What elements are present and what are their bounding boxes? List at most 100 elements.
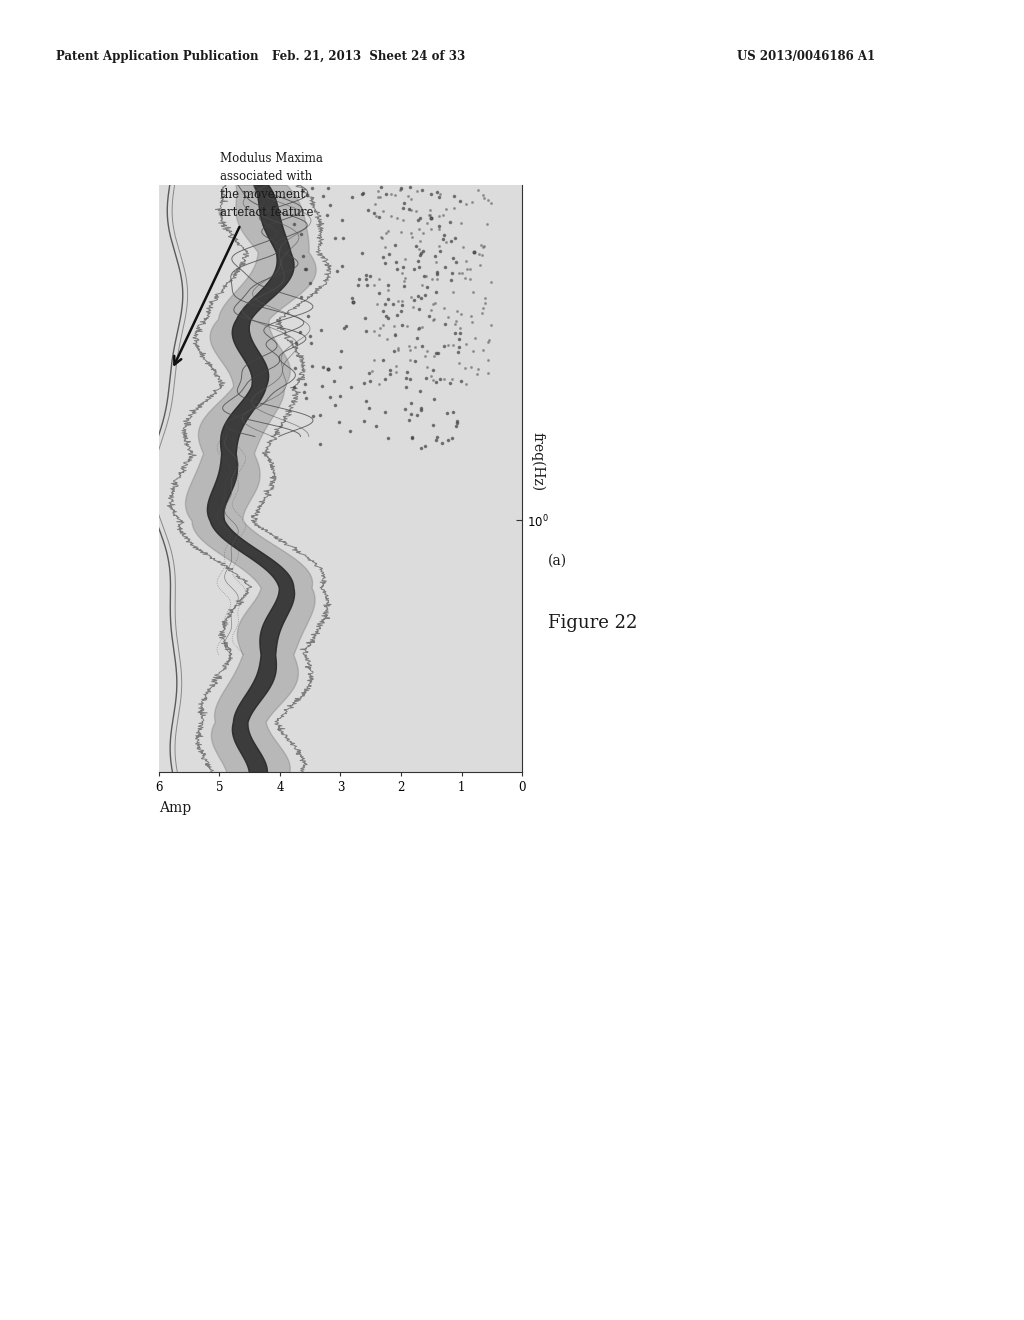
Point <box>323 194 339 215</box>
Point <box>300 305 316 326</box>
Point <box>327 395 343 416</box>
Point <box>404 296 421 317</box>
Point <box>414 315 430 337</box>
Point <box>475 187 492 209</box>
Point <box>422 199 438 220</box>
Point <box>315 186 332 207</box>
Point <box>410 318 426 339</box>
Point <box>332 385 348 407</box>
Point <box>477 293 494 314</box>
Point <box>423 218 439 239</box>
Point <box>430 206 446 227</box>
Point <box>410 285 426 306</box>
Point <box>388 251 404 272</box>
Point <box>469 363 485 384</box>
Point <box>419 277 435 298</box>
Point <box>449 301 465 322</box>
Point <box>403 426 420 447</box>
Point <box>302 333 318 354</box>
Point <box>390 339 407 360</box>
Point <box>452 263 468 284</box>
Point <box>377 293 393 314</box>
Point <box>403 426 420 447</box>
Point <box>395 256 412 277</box>
Point <box>406 259 422 280</box>
Point <box>396 193 413 214</box>
Point <box>409 235 425 256</box>
Point <box>334 210 350 231</box>
Point <box>437 198 454 219</box>
Point <box>371 374 387 395</box>
Point <box>315 356 332 378</box>
Point <box>407 350 423 371</box>
Point <box>368 194 384 215</box>
Point <box>414 275 430 296</box>
Point <box>433 433 450 454</box>
Point <box>426 346 442 367</box>
Point <box>377 401 393 422</box>
Point <box>396 268 413 289</box>
Point <box>428 429 444 450</box>
Point <box>413 397 429 418</box>
Point <box>361 371 378 392</box>
Point <box>397 399 414 420</box>
Point <box>377 368 393 389</box>
Point <box>416 223 432 244</box>
Point <box>380 220 396 242</box>
Point <box>371 325 387 346</box>
Point <box>414 180 430 201</box>
Point <box>328 228 344 249</box>
Point <box>344 288 360 309</box>
Point <box>439 403 456 424</box>
Point <box>410 181 426 202</box>
Point <box>428 281 444 302</box>
Point <box>372 317 388 338</box>
Point <box>474 302 490 323</box>
Point <box>377 252 393 273</box>
Point <box>479 214 496 235</box>
Point <box>388 305 404 326</box>
Point <box>410 251 426 272</box>
Point <box>353 242 370 263</box>
Point <box>400 409 417 430</box>
Point <box>462 268 478 289</box>
Point <box>367 275 383 296</box>
Point <box>459 259 475 280</box>
Point <box>332 356 348 378</box>
Point <box>426 388 442 409</box>
Point <box>453 304 469 325</box>
Point <box>452 317 468 338</box>
Point <box>453 213 469 234</box>
Point <box>467 327 483 348</box>
Point <box>427 292 443 313</box>
Point <box>444 334 461 355</box>
Point <box>470 180 486 201</box>
Point <box>389 259 406 280</box>
Point <box>373 226 389 247</box>
Point <box>447 416 464 437</box>
Point <box>321 359 337 380</box>
Point <box>443 426 460 447</box>
Point <box>447 251 464 272</box>
Point <box>421 205 437 226</box>
Point <box>423 207 439 228</box>
Point <box>454 263 470 284</box>
Point <box>342 376 358 397</box>
Point <box>402 199 419 220</box>
Point <box>431 183 447 205</box>
Point <box>304 405 321 426</box>
Point <box>452 323 468 345</box>
Point <box>399 186 416 207</box>
Point <box>387 325 403 346</box>
Point <box>361 397 378 418</box>
Point <box>458 193 474 214</box>
Point <box>424 269 440 290</box>
Point <box>475 236 492 257</box>
Point <box>427 246 443 267</box>
Point <box>393 263 410 284</box>
Point <box>425 359 441 380</box>
Point <box>373 177 389 198</box>
Point <box>465 341 481 362</box>
Point <box>399 315 416 337</box>
Point <box>326 371 342 392</box>
